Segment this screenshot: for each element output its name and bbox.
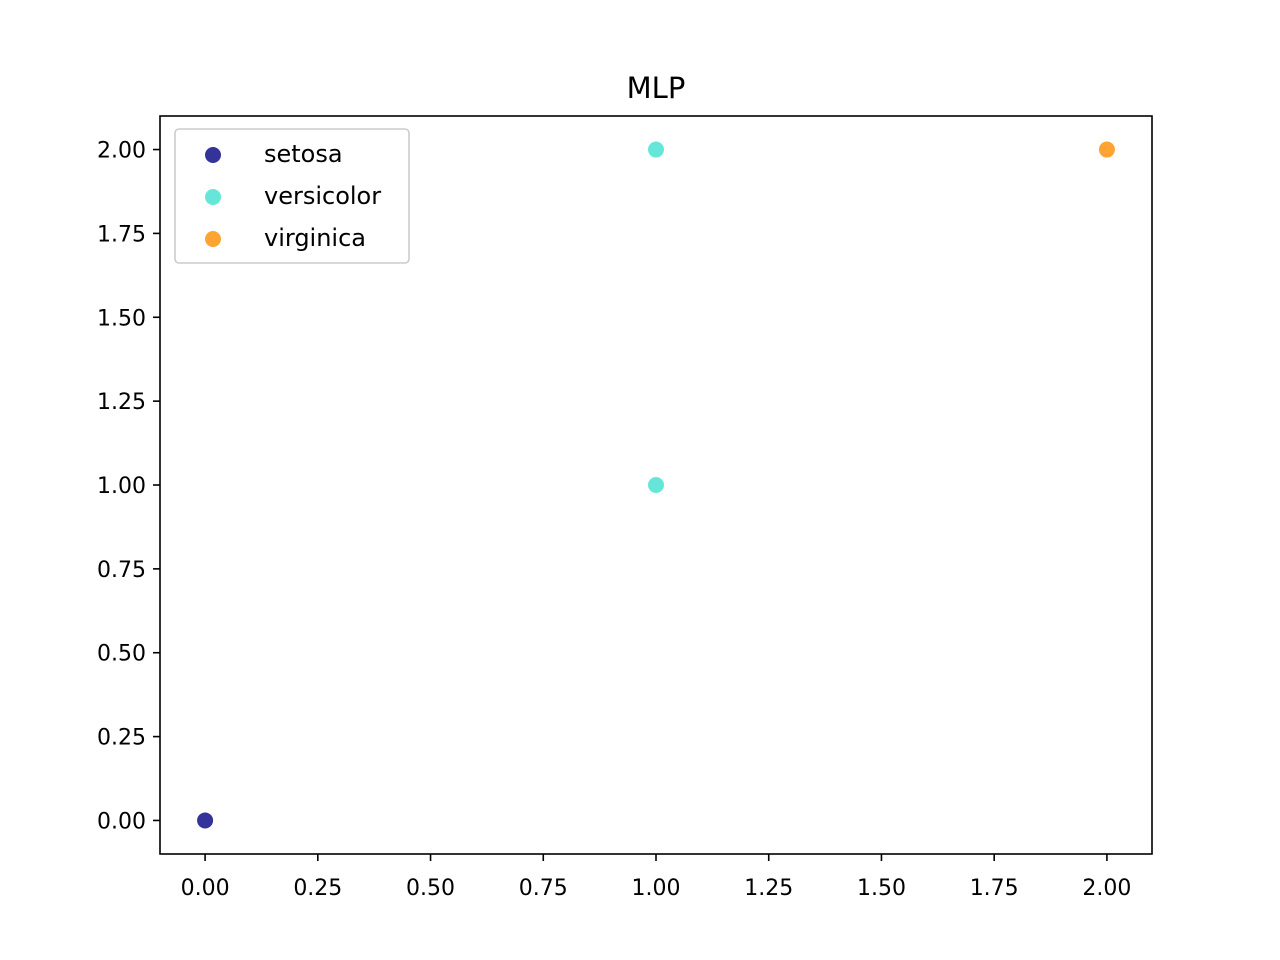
legend-marker-setosa — [205, 147, 221, 163]
legend-label: setosa — [264, 140, 343, 168]
data-point-virginica — [1098, 141, 1115, 158]
x-tick-label: 0.00 — [181, 876, 230, 901]
y-tick-label: 2.00 — [97, 139, 146, 164]
y-tick-label: 1.50 — [97, 306, 146, 331]
y-axis-ticks: 0.00 0.25 0.50 0.75 1.00 1.25 1.50 1.75 2.00 — [97, 139, 160, 834]
legend-marker-versicolor — [205, 189, 221, 205]
x-tick-label: 0.25 — [293, 876, 342, 901]
chart-title: MLP — [627, 71, 686, 105]
x-tick-label: 1.00 — [632, 876, 681, 901]
data-point-versicolor — [648, 141, 664, 158]
plot-frame — [159, 115, 1153, 855]
data-point-versicolor — [648, 477, 664, 493]
legend-box — [174, 128, 410, 264]
x-tick-label: 1.75 — [970, 876, 1019, 901]
y-tick-label: 0.75 — [97, 558, 146, 583]
x-tick-label: 2.00 — [1082, 876, 1131, 901]
x-tick-label: 0.50 — [406, 876, 455, 901]
y-tick-label: 1.25 — [97, 390, 146, 415]
x-tick-label: 1.25 — [744, 876, 793, 901]
x-axis-ticks: 0.00 0.25 0.50 0.75 1.00 1.25 1.50 1.75 2.00 — [181, 854, 1131, 901]
x-tick-label: 1.50 — [857, 876, 906, 901]
data-point-setosa — [197, 812, 214, 829]
data-points — [197, 141, 1115, 829]
legend-marker-virginica — [205, 231, 221, 247]
y-tick-label: 0.00 — [97, 809, 146, 834]
y-tick-label: 1.00 — [97, 474, 146, 499]
y-tick-label: 0.50 — [97, 642, 146, 667]
legend: setosa versicolor virginica — [174, 128, 410, 264]
y-tick-label: 1.75 — [97, 222, 146, 247]
legend-label: virginica — [264, 224, 366, 252]
x-tick-label: 0.75 — [519, 876, 568, 901]
legend-label: versicolor — [264, 182, 381, 210]
y-tick-label: 0.25 — [97, 726, 146, 751]
